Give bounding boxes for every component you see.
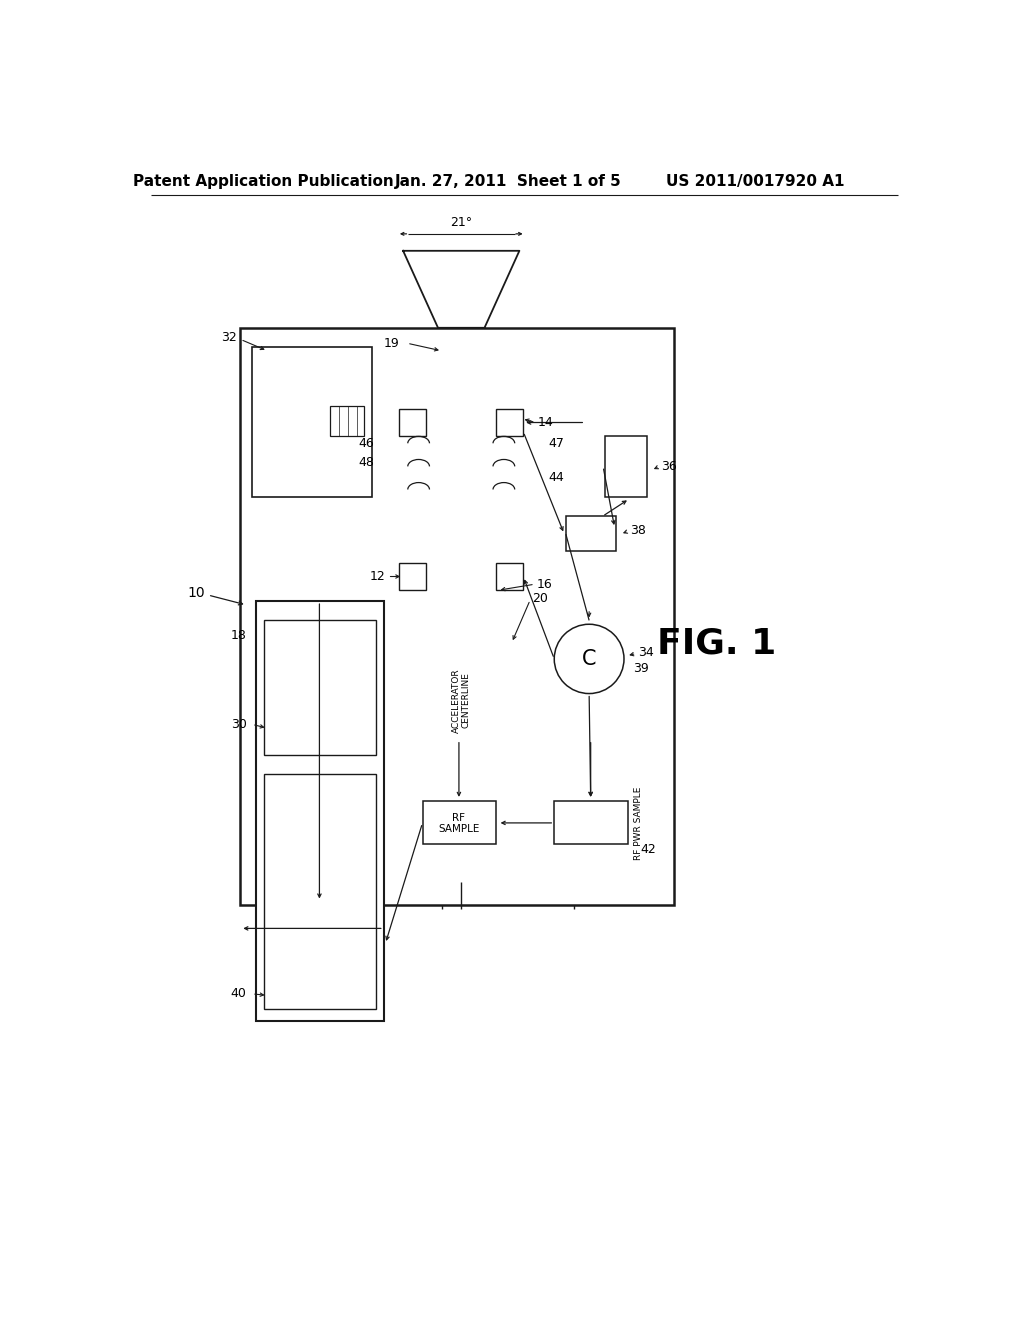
Bar xyxy=(263,775,376,1010)
Bar xyxy=(438,327,484,374)
Text: US 2011/0017920 A1: US 2011/0017920 A1 xyxy=(667,174,845,189)
Text: 16: 16 xyxy=(537,578,552,590)
Text: 19: 19 xyxy=(384,337,399,350)
Bar xyxy=(496,614,513,672)
Text: Patent Application Publication: Patent Application Publication xyxy=(133,174,394,189)
Bar xyxy=(604,436,647,498)
Bar xyxy=(554,801,628,843)
Bar xyxy=(426,519,440,882)
Text: 40: 40 xyxy=(230,987,247,1001)
Bar xyxy=(539,504,562,519)
Polygon shape xyxy=(403,251,519,327)
Text: SAMPLE: SAMPLE xyxy=(438,824,479,834)
Bar xyxy=(330,407,365,436)
Text: 42: 42 xyxy=(640,843,656,857)
Bar xyxy=(384,413,539,506)
Text: C: C xyxy=(582,649,596,669)
Bar xyxy=(263,620,376,755)
Text: RF PWR SAMPLE: RF PWR SAMPLE xyxy=(634,787,643,859)
Bar xyxy=(496,409,523,436)
Text: 39: 39 xyxy=(633,661,649,675)
Text: 20: 20 xyxy=(532,591,549,605)
Text: 38: 38 xyxy=(630,524,646,537)
Text: Jan. 27, 2011  Sheet 1 of 5: Jan. 27, 2011 Sheet 1 of 5 xyxy=(394,174,622,189)
Bar xyxy=(496,562,523,590)
Text: 14: 14 xyxy=(538,416,553,429)
Text: 46: 46 xyxy=(358,437,375,450)
Bar xyxy=(566,516,616,552)
Text: ACCELERATOR
CENTERLINE: ACCELERATOR CENTERLINE xyxy=(452,668,471,733)
Bar xyxy=(399,409,426,436)
Bar xyxy=(241,327,675,906)
Text: 10: 10 xyxy=(187,586,206,601)
Bar xyxy=(252,347,372,498)
Bar xyxy=(455,457,468,470)
Bar xyxy=(450,327,473,374)
Bar xyxy=(410,614,426,672)
Bar xyxy=(256,601,384,1020)
Text: 18: 18 xyxy=(230,630,247,643)
Text: 30: 30 xyxy=(230,718,247,731)
Text: 44: 44 xyxy=(548,471,564,484)
Text: RF: RF xyxy=(453,813,466,822)
Text: 36: 36 xyxy=(662,459,677,473)
Text: 34: 34 xyxy=(638,647,653,659)
Bar xyxy=(423,801,496,843)
Bar xyxy=(360,504,384,519)
Text: 32: 32 xyxy=(221,331,237,345)
Bar xyxy=(482,519,496,882)
Text: 21°: 21° xyxy=(451,215,472,228)
Text: 48: 48 xyxy=(358,455,375,469)
Bar xyxy=(399,562,426,590)
Bar xyxy=(449,519,474,882)
Text: 12: 12 xyxy=(370,570,385,583)
Text: 47: 47 xyxy=(548,437,564,450)
Text: FIG. 1: FIG. 1 xyxy=(657,627,776,660)
